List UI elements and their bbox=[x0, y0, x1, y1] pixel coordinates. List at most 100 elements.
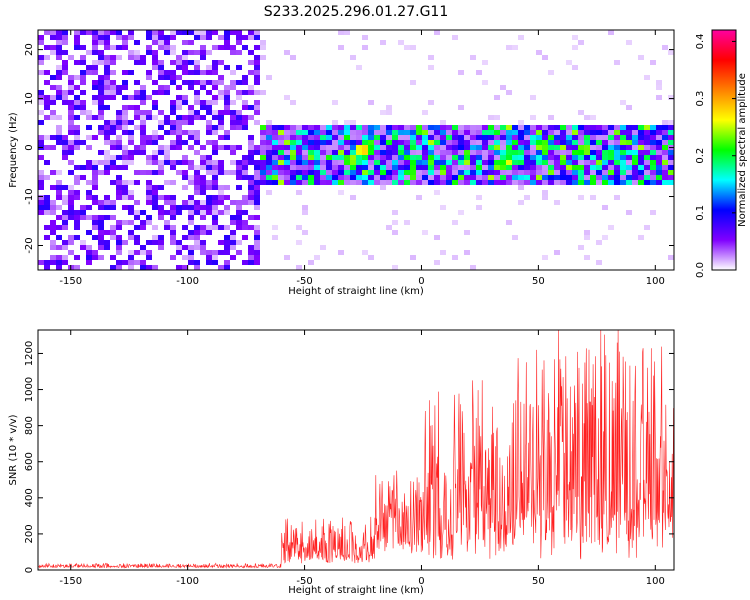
heatmap-cell bbox=[170, 255, 176, 260]
heatmap-cell bbox=[608, 150, 614, 155]
heatmap-cell bbox=[470, 180, 476, 185]
heatmap-cell bbox=[146, 215, 152, 220]
heatmap-cell bbox=[86, 215, 92, 220]
heatmap-cell bbox=[164, 220, 170, 225]
heatmap-cell bbox=[170, 200, 176, 205]
heatmap-cell bbox=[644, 125, 650, 130]
heatmap-cell bbox=[476, 175, 482, 180]
heatmap-cell bbox=[470, 265, 476, 270]
heatmap-cell bbox=[242, 100, 248, 105]
heatmap-cell bbox=[314, 160, 320, 165]
heatmap-cell bbox=[230, 120, 236, 125]
heatmap-cell bbox=[56, 45, 62, 50]
heatmap-cell bbox=[74, 95, 80, 100]
heatmap-cell bbox=[584, 160, 590, 165]
heatmap-cell bbox=[122, 125, 128, 130]
heatmap-cell bbox=[362, 175, 368, 180]
heatmap-cell bbox=[122, 180, 128, 185]
heatmap-cell bbox=[398, 130, 404, 135]
heatmap-cell bbox=[164, 75, 170, 80]
heatmap-cell bbox=[242, 115, 248, 120]
heatmap-cell bbox=[236, 40, 242, 45]
heatmap-cell bbox=[578, 150, 584, 155]
heatmap-cell bbox=[212, 95, 218, 100]
heatmap-cell bbox=[560, 130, 566, 135]
heatmap-cell bbox=[452, 130, 458, 135]
heatmap-cell bbox=[164, 210, 170, 215]
heatmap-cell bbox=[428, 170, 434, 175]
heatmap-cell bbox=[98, 255, 104, 260]
heatmap-cell bbox=[158, 110, 164, 115]
heatmap-cell bbox=[434, 235, 440, 240]
heatmap-cell bbox=[332, 150, 338, 155]
heatmap-cell bbox=[134, 150, 140, 155]
heatmap-cell bbox=[458, 145, 464, 150]
heatmap-cell bbox=[638, 155, 644, 160]
heatmap-cell bbox=[242, 120, 248, 125]
heatmap-cell bbox=[614, 60, 620, 65]
heatmap-cell bbox=[74, 140, 80, 145]
heatmap-cell bbox=[260, 170, 266, 175]
heatmap-cell bbox=[548, 115, 554, 120]
heatmap-cell bbox=[110, 145, 116, 150]
heatmap-cell bbox=[338, 170, 344, 175]
heatmap-cell bbox=[170, 145, 176, 150]
heatmap-cell bbox=[428, 130, 434, 135]
heatmap-cell bbox=[626, 135, 632, 140]
heatmap-cell bbox=[140, 60, 146, 65]
heatmap-cell bbox=[212, 180, 218, 185]
heatmap-cell bbox=[350, 170, 356, 175]
heatmap-cell bbox=[182, 80, 188, 85]
heatmap-cell bbox=[356, 150, 362, 155]
heatmap-cell bbox=[260, 165, 266, 170]
heatmap-cell bbox=[104, 195, 110, 200]
heatmap-cell bbox=[662, 130, 668, 135]
heatmap-cell bbox=[194, 70, 200, 75]
heatmap-cell bbox=[380, 125, 386, 130]
heatmap-cell bbox=[542, 170, 548, 175]
heatmap-cell bbox=[74, 195, 80, 200]
heatmap-cell bbox=[92, 135, 98, 140]
heatmap-cell bbox=[50, 30, 56, 35]
heatmap-cell bbox=[614, 180, 620, 185]
heatmap-cell bbox=[554, 140, 560, 145]
heatmap-cell bbox=[332, 180, 338, 185]
heatmap-cell bbox=[548, 155, 554, 160]
heatmap-cell bbox=[146, 190, 152, 195]
heatmap-cell bbox=[50, 170, 56, 175]
heatmap-cell bbox=[632, 150, 638, 155]
heatmap-cell bbox=[110, 95, 116, 100]
heatmap-cell bbox=[668, 175, 674, 180]
heatmap-cell bbox=[518, 185, 524, 190]
heatmap-cell bbox=[188, 210, 194, 215]
heatmap-cell bbox=[368, 150, 374, 155]
heatmap-cell bbox=[542, 130, 548, 135]
heatmap-cell bbox=[80, 60, 86, 65]
heatmap-cell bbox=[284, 125, 290, 130]
heatmap-cell bbox=[74, 45, 80, 50]
heatmap-cell bbox=[194, 175, 200, 180]
heatmap-cell bbox=[404, 125, 410, 130]
heatmap-cell bbox=[242, 160, 248, 165]
heatmap-cell bbox=[86, 160, 92, 165]
heatmap-cell bbox=[92, 80, 98, 85]
heatmap-cell bbox=[62, 145, 68, 150]
heatmap-cell bbox=[140, 130, 146, 135]
heatmap-cell bbox=[464, 180, 470, 185]
heatmap-cell bbox=[242, 35, 248, 40]
heatmap-cell bbox=[92, 175, 98, 180]
heatmap-cell bbox=[224, 65, 230, 70]
heatmap-cell bbox=[668, 160, 674, 165]
heatmap-cell bbox=[404, 150, 410, 155]
heatmap-cell bbox=[254, 255, 260, 260]
heatmap-cell bbox=[428, 140, 434, 145]
heatmap-cell bbox=[176, 95, 182, 100]
heatmap-cell bbox=[98, 80, 104, 85]
heatmap-cell bbox=[98, 105, 104, 110]
heatmap-cell bbox=[272, 155, 278, 160]
heatmap-cell bbox=[662, 155, 668, 160]
heatmap-cell bbox=[128, 150, 134, 155]
heatmap-cell bbox=[380, 175, 386, 180]
heatmap-cell bbox=[104, 200, 110, 205]
heatmap-cell bbox=[86, 180, 92, 185]
